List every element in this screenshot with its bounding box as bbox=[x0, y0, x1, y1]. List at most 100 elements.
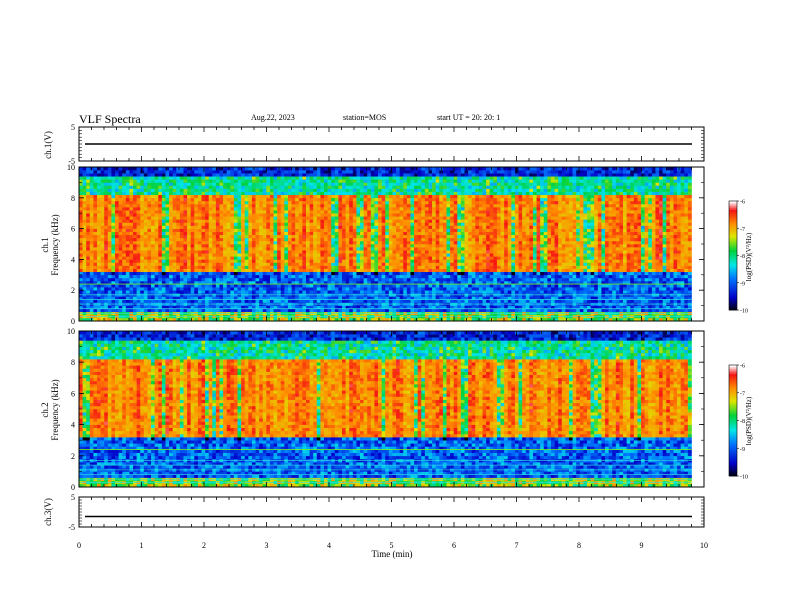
ch1-spectrogram-cell bbox=[194, 225, 199, 229]
ch1-spectrogram-cell bbox=[287, 240, 292, 245]
ch1-spectrogram-cell bbox=[363, 271, 368, 276]
ch1-spectrogram-cell bbox=[327, 305, 332, 309]
ch1-spectrogram-cell bbox=[226, 234, 231, 239]
ch1-spectrogram-cell bbox=[219, 308, 224, 313]
ch1-spectrogram-cell bbox=[122, 213, 127, 217]
ch1-spectrogram-cell bbox=[367, 247, 372, 251]
ch1-spectrogram-cell bbox=[219, 170, 224, 174]
ch1-spectrogram-cell bbox=[169, 173, 173, 177]
ch1-spectrogram-cell bbox=[93, 247, 98, 251]
ch1-spectrogram-cell bbox=[378, 210, 382, 214]
ch1-spectrogram-cell bbox=[298, 256, 303, 260]
ch1-spectrogram-cell bbox=[385, 200, 390, 205]
ch1-spectrogram-cell bbox=[385, 203, 390, 208]
ch1-spectrogram-cell bbox=[280, 228, 285, 232]
ch1-spectrogram-cell bbox=[208, 203, 213, 208]
ch1-spectrogram-cell bbox=[327, 194, 332, 199]
ch1-spectrogram-cell bbox=[93, 253, 98, 257]
ch1-spectrogram-cell bbox=[284, 173, 289, 177]
ch1-spectrogram-cell bbox=[259, 262, 264, 266]
ch1-spectrogram-cell bbox=[298, 231, 303, 236]
ch1-spectrogram-cell bbox=[205, 237, 209, 242]
ch1-spectrogram-cell bbox=[161, 244, 166, 248]
ch1-spectrogram-cell bbox=[176, 237, 181, 242]
ch1-spectrogram-cell bbox=[233, 280, 238, 285]
ch1-spectrogram-cell bbox=[151, 317, 155, 322]
ch1-spectrogram-cell bbox=[320, 240, 325, 245]
ch1-spectrogram-cell bbox=[172, 262, 177, 266]
ch1-spectrogram-cell bbox=[237, 194, 242, 199]
ch1-spectrogram-cell bbox=[399, 253, 404, 257]
ch1-spectrogram-cell bbox=[316, 268, 321, 273]
ch1-spectrogram-cell bbox=[161, 203, 166, 208]
ch1-spectrogram-cell bbox=[298, 317, 303, 322]
ch1-spectrogram-cell bbox=[104, 256, 109, 260]
ch1-spectrogram-cell bbox=[360, 210, 364, 214]
ch1-spectrogram-cell bbox=[298, 308, 303, 313]
ch1-spectrogram-cell bbox=[111, 182, 116, 186]
ch1-spectrogram-cell bbox=[133, 317, 137, 322]
ch1-spectrogram-cell bbox=[385, 179, 390, 183]
ch1-spectrogram-cell bbox=[273, 191, 278, 196]
ch1-spectrogram-cell bbox=[226, 290, 231, 294]
ch1-spectrogram-cell bbox=[241, 191, 246, 196]
ch1-spectrogram-cell bbox=[255, 194, 260, 199]
ch1-spectrogram-cell bbox=[205, 244, 209, 248]
ch1-spectrogram-cell bbox=[219, 203, 224, 208]
ch1-spectrogram-cell bbox=[381, 210, 386, 214]
ch1-spectrogram-cell bbox=[410, 296, 415, 300]
ch1-spectrogram-cell bbox=[381, 170, 386, 174]
ch1-spectrogram-cell bbox=[320, 250, 325, 254]
ch1-spectrogram-cell bbox=[79, 203, 83, 208]
ch1-spectrogram-cell bbox=[248, 210, 253, 214]
ch1-spectrogram-cell bbox=[356, 253, 361, 257]
ch1-spectrogram-cell bbox=[388, 247, 393, 251]
ch1-spectrogram-cell bbox=[154, 268, 159, 273]
ch1-spectrogram-cell bbox=[342, 176, 346, 180]
ch1-spectrogram-cell bbox=[269, 253, 274, 257]
ch1-spectrogram-cell bbox=[97, 262, 101, 266]
ch1-spectrogram-cell bbox=[273, 253, 278, 257]
ch1-spectrogram-cell bbox=[107, 167, 112, 171]
ch1-spectrogram-cell bbox=[374, 253, 379, 257]
ch1-spectrogram-cell bbox=[388, 244, 393, 248]
ch1-spectrogram-cell bbox=[161, 231, 166, 236]
ch1-spectrogram-cell bbox=[237, 299, 242, 303]
ch1-spectrogram-cell bbox=[133, 250, 137, 254]
ch1-spectrogram-cell bbox=[428, 277, 433, 282]
ch1-spectrogram-cell bbox=[327, 237, 332, 242]
ch1-spectrogram-cell bbox=[183, 231, 188, 236]
ch1-spectrogram-cell bbox=[107, 265, 112, 269]
ch1-spectrogram-cell bbox=[277, 240, 282, 245]
ch1-spectrogram-cell bbox=[165, 185, 170, 189]
ch1-spectrogram-cell bbox=[342, 250, 346, 254]
ch1-spectrogram-cell bbox=[79, 200, 83, 205]
ch1-spectrogram-cell bbox=[378, 274, 382, 279]
ch1-spectrogram-cell bbox=[176, 290, 181, 294]
ch1-spectrogram-cell bbox=[421, 271, 426, 276]
ch1-spectrogram-cell bbox=[241, 225, 246, 229]
ch1-spectrogram-cell bbox=[291, 296, 296, 300]
ch1-spectrogram-cell bbox=[219, 216, 224, 220]
ch1-spectrogram-cell bbox=[320, 268, 325, 273]
ch1-spectrogram-cell bbox=[262, 259, 267, 263]
ch1-spectrogram-cell bbox=[241, 265, 246, 269]
ch1-spectrogram-cell bbox=[324, 290, 328, 294]
ch1-spectrogram-cell bbox=[111, 210, 116, 214]
ch1-spectrogram-cell bbox=[143, 268, 148, 273]
ch1-spectrogram-cell bbox=[334, 203, 339, 208]
ch1-spectrogram-cell bbox=[161, 290, 166, 294]
ch1-spectrogram-cell bbox=[151, 247, 155, 251]
ch1-spectrogram-cell bbox=[223, 271, 228, 276]
ch1-spectrogram-cell bbox=[298, 277, 303, 282]
ch1-spectrogram-cell bbox=[277, 216, 282, 220]
ch1-spectrogram-cell bbox=[284, 259, 289, 263]
ch1-spectrogram-cell bbox=[396, 194, 400, 199]
ch1-spectrogram-cell bbox=[367, 179, 372, 183]
ch1-spectrogram-cell bbox=[345, 280, 350, 285]
ch1-spectrogram-cell bbox=[172, 284, 177, 288]
ch1-spectrogram-cell bbox=[266, 287, 271, 291]
ch1-spectrogram-cell bbox=[79, 231, 83, 236]
ch1-spectrogram-cell bbox=[230, 256, 235, 260]
ch1-spectrogram-cell bbox=[115, 182, 119, 186]
